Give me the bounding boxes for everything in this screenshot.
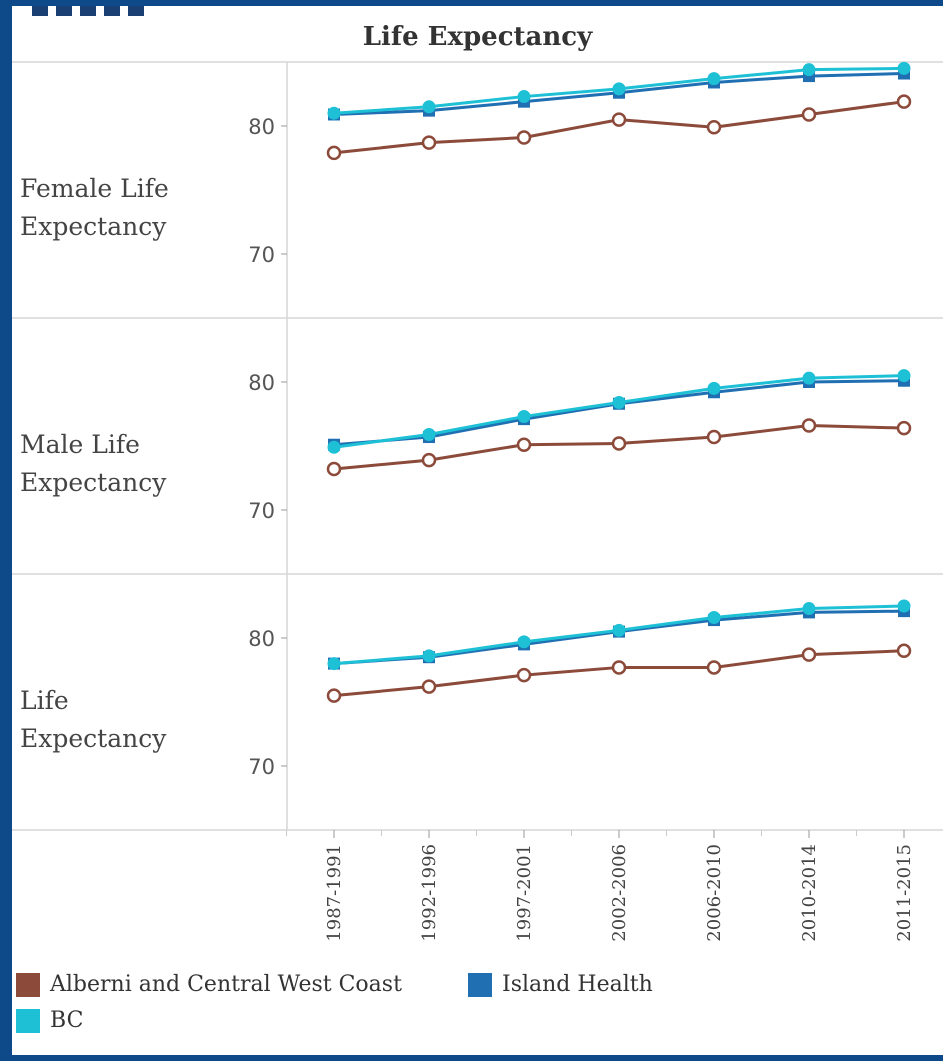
point-1-2-2 [517,410,531,424]
point-1-0-1 [421,452,437,468]
x-tick-label-4: 2006-2010 [704,844,725,942]
legend-item-island-health[interactable]: Island Health [468,972,653,997]
point-1-2-6 [897,369,911,383]
y-tick-label-1-70: 70 [248,499,275,523]
logo-fragment [32,6,144,16]
point-2-2-1 [422,649,436,663]
point-1-2-1 [422,427,436,441]
point-1-0-3 [611,436,627,451]
y-tick-label-0-80: 80 [248,115,275,139]
y-tick-label-1-80: 80 [248,371,275,395]
point-0-2-1 [422,100,436,114]
x-tick-label-5: 2010-2014 [799,844,820,942]
x-tick-label-2: 1997-2001 [514,844,535,942]
point-0-2-2 [517,90,531,104]
x-tick-label-0: 1987-1991 [324,844,345,942]
legend-label-alberni: Alberni and Central West Coast [50,972,402,997]
chart-plot: 1987-1991 1992-1996 1997-2001 2002-2006 2006… [12,61,943,942]
point-2-0-6 [896,643,912,659]
point-2-2-3 [612,623,626,637]
point-1-0-0 [326,461,342,477]
point-1-2-3 [612,395,626,409]
point-2-0-3 [611,660,627,675]
point-0-2-5 [802,63,816,77]
point-0-0-0 [326,145,342,161]
point-0-2-6 [897,61,911,75]
point-0-0-1 [421,135,437,150]
x-tick-label-6: 2011-2015 [894,844,915,942]
x-tick-label-3: 2002-2006 [609,844,630,942]
point-0-2-0 [327,106,341,120]
point-1-2-5 [802,371,816,385]
legend-item-bc[interactable]: BC [16,1008,83,1033]
panel-label-male: Male Life Expectancy [20,430,167,497]
point-0-0-6 [896,94,912,109]
point-2-2-6 [897,599,911,613]
point-2-2-4 [707,611,721,625]
point-2-0-5 [801,647,817,662]
point-1-0-2 [516,437,532,452]
legend-swatch-alberni [16,972,40,997]
panel-label-overall: Life Expectancy [20,686,167,753]
point-2-0-1 [421,679,437,694]
point-0-0-4 [706,120,722,135]
point-1-0-6 [896,420,912,436]
point-0-2-3 [612,82,626,96]
point-1-2-0 [327,440,341,454]
y-tick-label-2-70: 70 [248,755,275,779]
y-tick-label-2-80: 80 [248,627,275,651]
point-1-0-4 [706,429,722,445]
chart-title: Life Expectancy [362,22,593,52]
point-0-0-2 [516,130,532,145]
legend-swatch-bc [16,1008,40,1033]
x-tick-label-1: 1992-1996 [419,844,440,942]
panel-label-female: Female Life Expectancy [20,174,169,241]
point-2-0-4 [706,660,722,675]
point-2-0-2 [516,667,532,683]
point-0-0-3 [611,112,627,127]
point-2-2-0 [327,657,341,671]
point-2-2-5 [802,602,816,616]
legend-label-bc: BC [50,1008,84,1033]
chart-canvas: Life Expectancy 1987-1991 1992-1996 1997-2… [12,6,943,1055]
legend-label-island-health: Island Health [502,972,653,997]
y-tick-label-0-70: 70 [248,243,275,267]
point-2-0-0 [326,688,342,703]
point-1-2-4 [707,381,721,395]
point-1-0-5 [801,418,817,433]
point-0-0-5 [801,107,817,122]
legend: Alberni and Central West Coast Island He… [12,966,943,1046]
legend-item-alberni[interactable]: Alberni and Central West Coast [16,972,402,997]
point-0-2-4 [707,72,721,86]
series-line-0-0 [333,100,905,155]
legend-swatch-island-health [468,972,492,997]
point-2-2-2 [517,635,531,649]
